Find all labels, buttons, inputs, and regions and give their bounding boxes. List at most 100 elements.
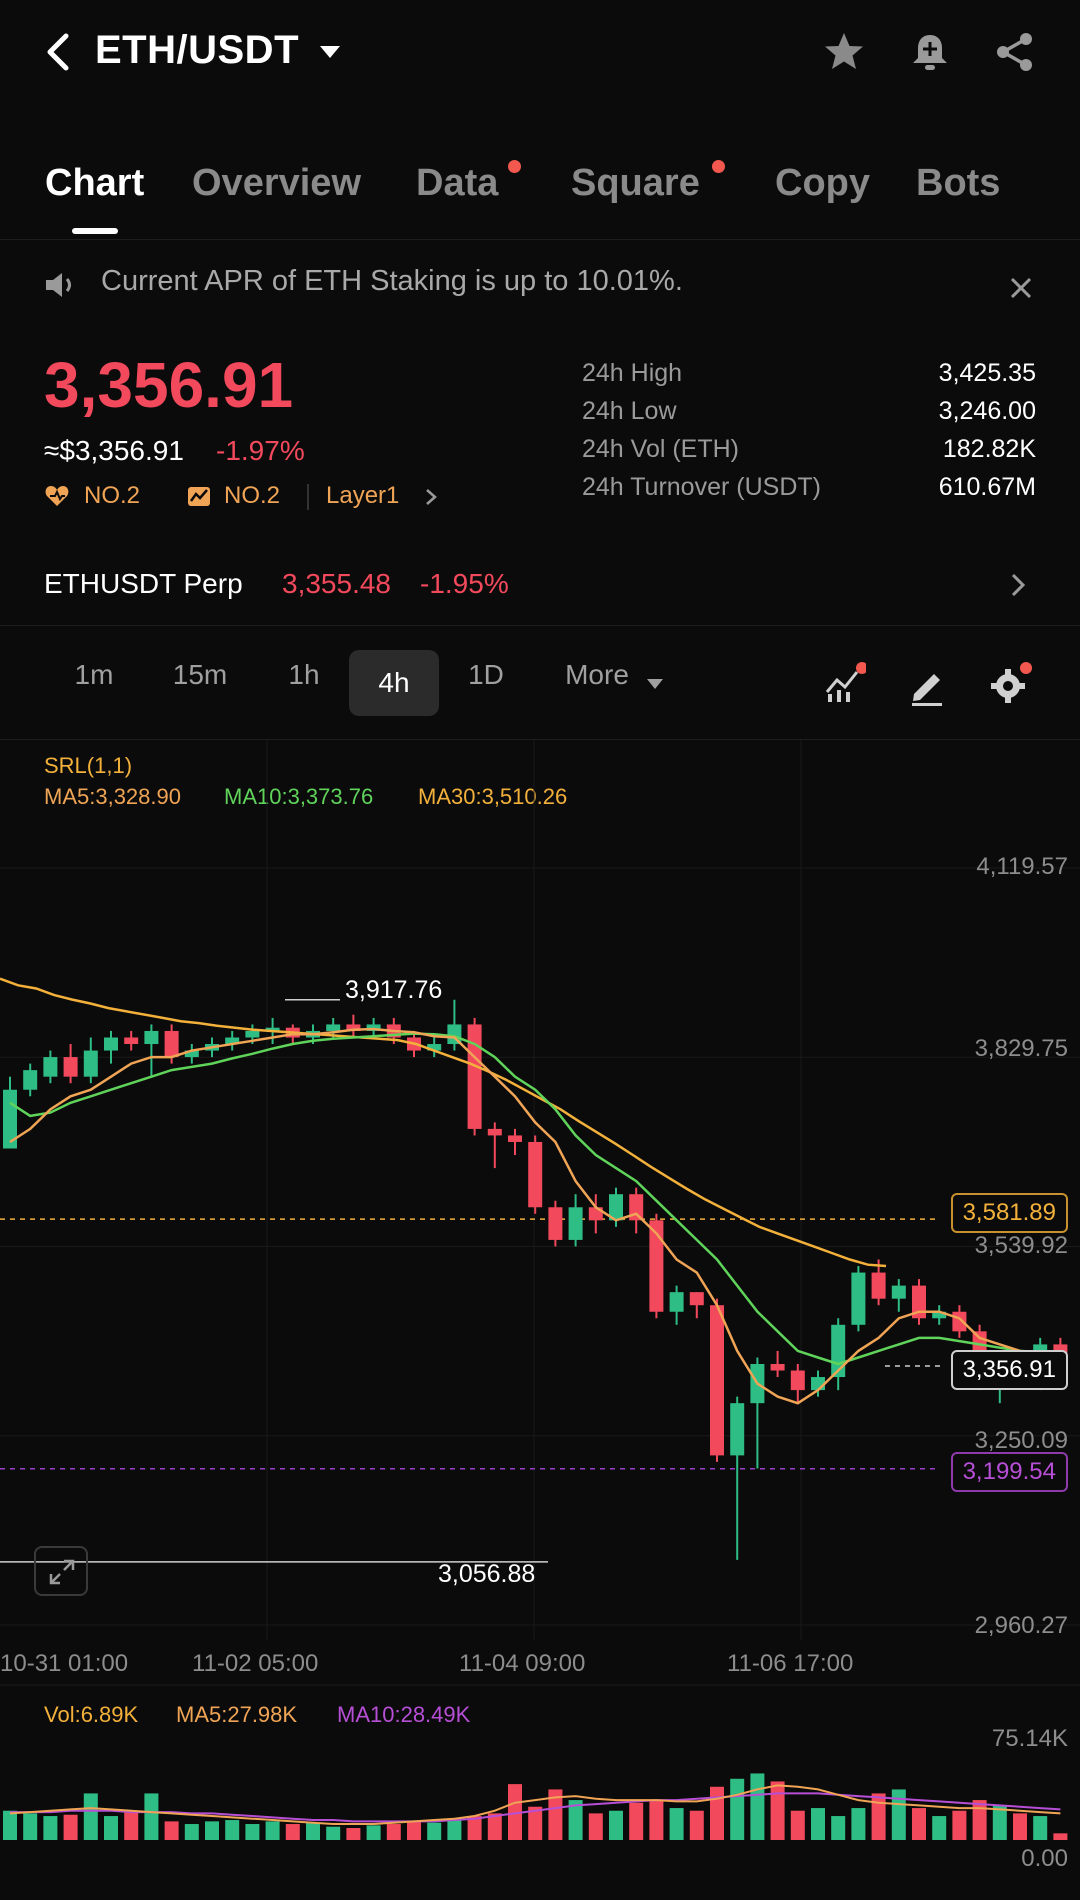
perp-name: ETHUSDT Perp [44, 568, 243, 599]
interval-more[interactable]: More [565, 659, 629, 690]
rank-badge-1[interactable]: NO.2 [84, 482, 141, 509]
volume-bar [447, 1820, 462, 1840]
chevron-right-icon[interactable] [424, 487, 438, 507]
volume-bar [790, 1810, 805, 1840]
volume-bar [63, 1814, 78, 1840]
volume-bar [285, 1824, 300, 1840]
candle-body [43, 1057, 58, 1077]
ma30-line [0, 977, 887, 1268]
interval-15m[interactable]: 15m [172, 659, 228, 690]
volume-bar [265, 1821, 280, 1840]
indicator-icon[interactable] [822, 662, 866, 706]
ma10-line [9, 1032, 1061, 1366]
candle-body [770, 1363, 785, 1371]
volume-bar [245, 1824, 260, 1840]
candle-body [912, 1285, 926, 1319]
vol-zero-label: 0.00 [1021, 1845, 1068, 1872]
tab-data[interactable]: Data [416, 162, 499, 204]
draw-pen-icon[interactable] [906, 664, 950, 708]
volume-bar [912, 1808, 926, 1840]
y-tick-label: 3,250.09 [974, 1427, 1068, 1454]
rank-badge-2[interactable]: NO.2 [224, 482, 281, 509]
candle-body [528, 1141, 543, 1208]
stat-value-vol: 182.82K [942, 435, 1036, 463]
volume-bar [326, 1826, 341, 1840]
tab-square[interactable]: Square [571, 162, 700, 204]
volume-bar [851, 1808, 866, 1840]
candle-body [811, 1377, 825, 1391]
perp-row[interactable]: ETHUSDT Perp 3,355.48 -1.95% [0, 560, 1080, 626]
volume-bar [891, 1789, 906, 1840]
x-tick-label: 11-06 17:00 [727, 1650, 854, 1677]
close-icon[interactable] [1009, 276, 1033, 300]
candle-body [487, 1128, 502, 1136]
tab-bots[interactable]: Bots [916, 162, 1001, 204]
fullscreen-button[interactable] [34, 1546, 88, 1596]
tab-overview[interactable]: Overview [192, 162, 361, 204]
candle-body [730, 1403, 745, 1456]
volume-bar [609, 1810, 623, 1840]
interval-1d[interactable]: 1D [468, 659, 504, 690]
interval-4h[interactable]: 4h [349, 650, 439, 716]
interval-1h[interactable]: 1h [288, 659, 320, 690]
volume-bar [528, 1806, 543, 1840]
x-tick-label: 11-04 09:00 [459, 1650, 586, 1677]
chevron-right-icon[interactable] [1010, 572, 1026, 598]
share-icon[interactable] [993, 30, 1037, 74]
interval-bar: 1m 15m 1h 4h 1D More [0, 650, 1080, 740]
volume-bar [104, 1816, 118, 1840]
rank-separator [307, 484, 309, 510]
ma10-legend: MA10:3,373.76 [224, 784, 374, 809]
volume-bar [386, 1824, 401, 1840]
candle-body [891, 1285, 906, 1299]
candlestick-chart[interactable] [0, 740, 1080, 1900]
candle-body [447, 1024, 462, 1045]
candle-body [184, 1050, 199, 1058]
layer-tag[interactable]: Layer1 [326, 482, 400, 509]
volume-bar [1013, 1813, 1027, 1840]
y-tick-label: 3,539.92 [974, 1232, 1068, 1259]
heart-rank-icon [45, 486, 69, 506]
ma30-legend: MA30:3,510.26 [418, 784, 568, 809]
volume-bar [1033, 1816, 1048, 1840]
candle-body [871, 1272, 886, 1299]
bell-add-icon[interactable] [908, 30, 952, 74]
notice-text: Current APR of ETH Staking is up to 10.0… [101, 265, 683, 297]
volume-bar [83, 1793, 98, 1840]
stat-label-high: 24h High [582, 359, 683, 387]
back-icon[interactable] [40, 30, 80, 74]
settings-gear-icon[interactable] [988, 662, 1032, 706]
stat-label-vol: 24h Vol (ETH) [582, 435, 740, 463]
star-icon[interactable] [822, 30, 866, 74]
volume-bar [346, 1828, 361, 1840]
volume-bar [629, 1802, 644, 1840]
tab-copy[interactable]: Copy [775, 162, 870, 204]
candle-body [609, 1194, 623, 1221]
y-tick-label: 4,119.57 [976, 853, 1068, 880]
volume-bar [487, 1813, 502, 1840]
perp-price: 3,355.48 [282, 568, 391, 599]
vol-legend: Vol:6.89K [44, 1702, 139, 1727]
y-tick-label: 3,829.75 [974, 1035, 1068, 1062]
candle-body [326, 1024, 341, 1031]
header: ETH/USDT [0, 0, 1080, 110]
candle-body [245, 1030, 260, 1038]
speaker-icon [46, 273, 71, 297]
tab-chart[interactable]: Chart [45, 162, 145, 204]
volume-bar [23, 1813, 38, 1840]
candle-body [124, 1037, 139, 1045]
volume-bar [43, 1816, 58, 1840]
candle-body [932, 1311, 947, 1319]
volume-bar [588, 1813, 603, 1840]
ma5-line [9, 1027, 1061, 1405]
candle-body [83, 1050, 98, 1077]
caret-down-icon[interactable] [318, 44, 342, 60]
pair-title[interactable]: ETH/USDT [95, 28, 299, 72]
interval-1m[interactable]: 1m [74, 659, 114, 690]
candle-body [851, 1272, 866, 1325]
caret-down-icon[interactable] [646, 678, 664, 690]
candle-body [346, 1024, 361, 1031]
expand-icon [49, 1559, 75, 1585]
tab-bar: Chart Overview Data Square Copy Bots [0, 150, 1080, 240]
volume-bar [770, 1781, 785, 1840]
